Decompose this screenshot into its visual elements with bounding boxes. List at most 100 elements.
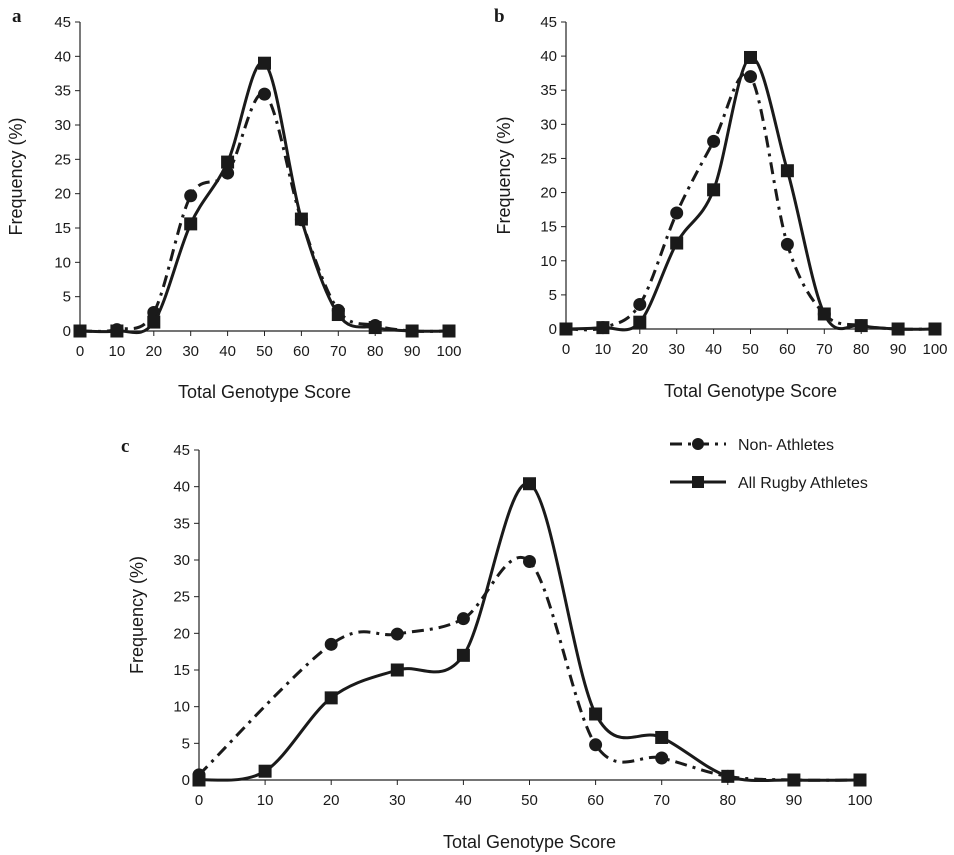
y-tick-label-b: 0 bbox=[549, 321, 557, 338]
y-tick-label-c: 15 bbox=[173, 662, 190, 679]
non-athletes-point-b bbox=[744, 70, 757, 84]
non-athletes-point-c bbox=[655, 751, 669, 765]
x-tick-label-c: 80 bbox=[719, 792, 736, 809]
x-tick-label-b: 90 bbox=[890, 341, 907, 358]
rugby-athletes-point-a bbox=[110, 324, 124, 338]
rugby-athletes-point-a bbox=[368, 321, 382, 335]
non-athletes-line-a bbox=[79, 92, 450, 333]
rugby-athletes-point-b bbox=[633, 315, 647, 329]
non-athletes-point-c bbox=[523, 554, 536, 568]
y-axis-title-c: Frequency (%) bbox=[127, 556, 147, 674]
legend-label-rugby-athletes: All Rugby Athletes bbox=[738, 475, 868, 492]
rugby-athletes-point-c bbox=[853, 773, 867, 787]
y-tick-label-a: 10 bbox=[54, 254, 71, 271]
non-athletes-point-a bbox=[184, 189, 198, 203]
legend: Non- Athletes All Rugby Athletes bbox=[670, 437, 868, 492]
panel-a-letter: a bbox=[12, 6, 22, 27]
non-athletes-line-b bbox=[565, 72, 936, 332]
x-tick-label-c: 20 bbox=[323, 792, 340, 809]
x-tick-label-a: 30 bbox=[182, 343, 199, 360]
x-axis-title-c: Total Genotype Score bbox=[443, 832, 616, 852]
x-tick-label-b: 100 bbox=[922, 341, 947, 358]
rugby-athletes-point-a bbox=[258, 56, 271, 70]
non-athletes-point-c bbox=[390, 627, 404, 641]
rugby-athletes-point-a bbox=[147, 315, 161, 329]
x-tick-label-b: 80 bbox=[853, 341, 870, 358]
y-tick-label-c: 40 bbox=[173, 479, 190, 496]
legend-marker-non-athletes bbox=[692, 438, 704, 450]
rugby-athletes-point-a bbox=[442, 324, 456, 338]
non-athletes-point-c bbox=[456, 612, 470, 626]
y-tick-label-b: 35 bbox=[540, 82, 557, 99]
rugby-athletes-line-c bbox=[198, 482, 861, 783]
x-tick-label-b: 30 bbox=[668, 341, 685, 358]
rugby-athletes-point-c bbox=[390, 663, 404, 677]
rugby-athletes-point-b bbox=[854, 319, 868, 333]
rugby-athletes-point-b bbox=[707, 183, 721, 197]
x-tick-label-c: 60 bbox=[587, 792, 604, 809]
panel-a: a 0 5 10 15 20 25 30 35 40 45 0 10 20 30 40 50 60 70 80 90 1… bbox=[6, 6, 462, 402]
y-tick-label-a: 15 bbox=[54, 220, 71, 237]
rugby-athletes-point-b bbox=[559, 322, 573, 336]
x-tick-label-c: 0 bbox=[195, 792, 203, 809]
x-tick-label-a: 10 bbox=[109, 343, 126, 360]
panel-c: c 0 5 10 15 20 25 30 35 40 45 0 10 20 30 40 50 60 70 80 90 1… bbox=[121, 436, 873, 852]
y-tick-label-c: 20 bbox=[173, 625, 190, 642]
non-athletes-point-b bbox=[707, 134, 721, 148]
rugby-athletes-point-b bbox=[928, 322, 942, 336]
y-tick-label-b: 40 bbox=[540, 48, 557, 65]
x-tick-label-a: 20 bbox=[145, 343, 162, 360]
rugby-athletes-point-c bbox=[787, 773, 801, 787]
y-tick-label-c: 10 bbox=[173, 699, 190, 716]
non-athletes-line-c bbox=[197, 556, 861, 782]
x-axis-title-a: Total Genotype Score bbox=[178, 382, 351, 402]
y-tick-label-c: 5 bbox=[182, 735, 190, 752]
rugby-athletes-point-a bbox=[221, 155, 235, 169]
y-axis-title-b: Frequency (%) bbox=[494, 116, 514, 234]
x-tick-label-c: 70 bbox=[653, 792, 670, 809]
x-tick-label-b: 70 bbox=[816, 341, 833, 358]
x-tick-label-a: 100 bbox=[436, 343, 461, 360]
y-tick-label-b: 25 bbox=[540, 150, 557, 167]
rugby-athletes-point-a bbox=[73, 324, 87, 338]
rugby-athletes-point-a bbox=[184, 217, 198, 231]
x-tick-label-c: 50 bbox=[521, 792, 538, 809]
non-athletes-point-c bbox=[589, 738, 603, 752]
x-tick-label-b: 50 bbox=[742, 341, 759, 358]
rugby-athletes-point-c bbox=[324, 691, 338, 705]
y-tick-label-b: 5 bbox=[549, 287, 557, 304]
rugby-athletes-point-c bbox=[589, 707, 603, 721]
y-tick-label-c: 25 bbox=[173, 589, 190, 606]
x-tick-label-a: 40 bbox=[219, 343, 236, 360]
y-tick-label-a: 5 bbox=[63, 289, 71, 306]
rugby-athletes-point-b bbox=[891, 322, 905, 336]
x-tick-label-a: 50 bbox=[256, 343, 273, 360]
x-tick-label-a: 0 bbox=[76, 343, 84, 360]
x-tick-label-c: 100 bbox=[847, 792, 872, 809]
rugby-athletes-point-b bbox=[817, 307, 831, 321]
rugby-athletes-point-b bbox=[596, 321, 610, 335]
rugby-athletes-line-a bbox=[79, 61, 450, 335]
x-tick-label-a: 80 bbox=[367, 343, 384, 360]
y-tick-label-a: 40 bbox=[54, 48, 71, 65]
rugby-athletes-point-c bbox=[523, 477, 536, 491]
non-athletes-point-b bbox=[633, 297, 647, 311]
y-tick-label-b: 30 bbox=[540, 116, 557, 133]
rugby-athletes-point-c bbox=[721, 769, 735, 783]
legend-marker-rugby-athletes bbox=[692, 476, 704, 488]
y-tick-label-a: 20 bbox=[54, 186, 71, 203]
rugby-athletes-point-c bbox=[192, 773, 206, 787]
non-athletes-point-b bbox=[780, 237, 794, 251]
x-tick-label-a: 60 bbox=[293, 343, 310, 360]
rugby-athletes-point-a bbox=[405, 324, 419, 338]
panel-c-letter: c bbox=[121, 436, 129, 457]
non-athletes-point-b bbox=[670, 206, 684, 220]
x-tick-label-b: 60 bbox=[779, 341, 796, 358]
non-athletes-point-a bbox=[258, 87, 271, 101]
y-axis-title-a: Frequency (%) bbox=[6, 117, 26, 235]
panel-b-letter: b bbox=[494, 6, 505, 27]
y-tick-label-c: 35 bbox=[173, 515, 190, 532]
x-tick-label-c: 90 bbox=[786, 792, 803, 809]
x-tick-label-b: 40 bbox=[705, 341, 722, 358]
